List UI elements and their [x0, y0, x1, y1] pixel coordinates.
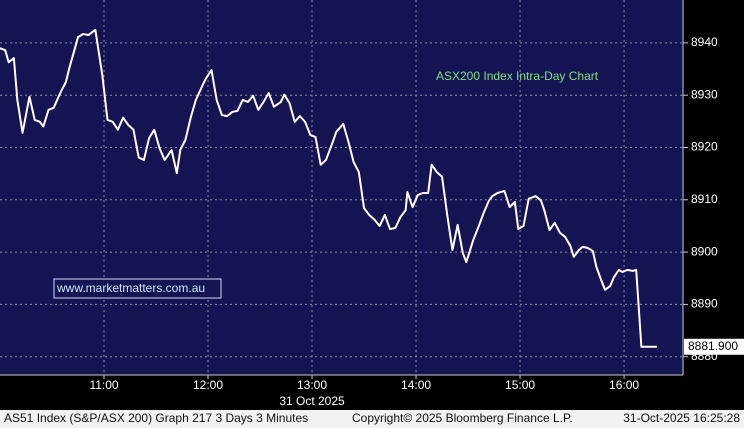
plot-area: [0, 0, 683, 375]
footer-text: 31-Oct-2025 16:25:28: [623, 411, 740, 425]
footer-text: AS51 Index (S&P/ASX 200) Graph 217 3 Day…: [4, 411, 308, 425]
y-tick-label: 8930: [691, 87, 718, 101]
price-line: [0, 28, 657, 348]
y-tick-label: 8940: [691, 35, 718, 49]
y-tick-label: 8910: [691, 192, 718, 206]
footer-bar: [0, 410, 744, 428]
x-tick-label: 16:00: [609, 378, 639, 392]
x-tick-label: 11:00: [89, 378, 118, 392]
y-tick-label: 8900: [691, 244, 718, 258]
last-value-box: [684, 338, 744, 355]
x-tick-label: 14:00: [401, 378, 431, 392]
footer-text: Copyright© 2025 Bloomberg Finance L.P.: [352, 411, 573, 425]
date-label: 31 Oct 2025: [279, 394, 345, 408]
watermark: www.marketmatters.com.au: [56, 281, 205, 295]
y-tick-label: 8920: [691, 140, 718, 154]
x-tick-label: 15:00: [505, 378, 535, 392]
y-tick-label: 8890: [691, 297, 718, 311]
x-tick-label: 13:00: [297, 378, 327, 392]
last-value-label: 8881.900: [688, 339, 738, 353]
x-tick-label: 12:00: [193, 378, 223, 392]
annotation: ASX200 Index Intra-Day Chart: [436, 69, 599, 83]
watermark-box: [53, 278, 222, 299]
